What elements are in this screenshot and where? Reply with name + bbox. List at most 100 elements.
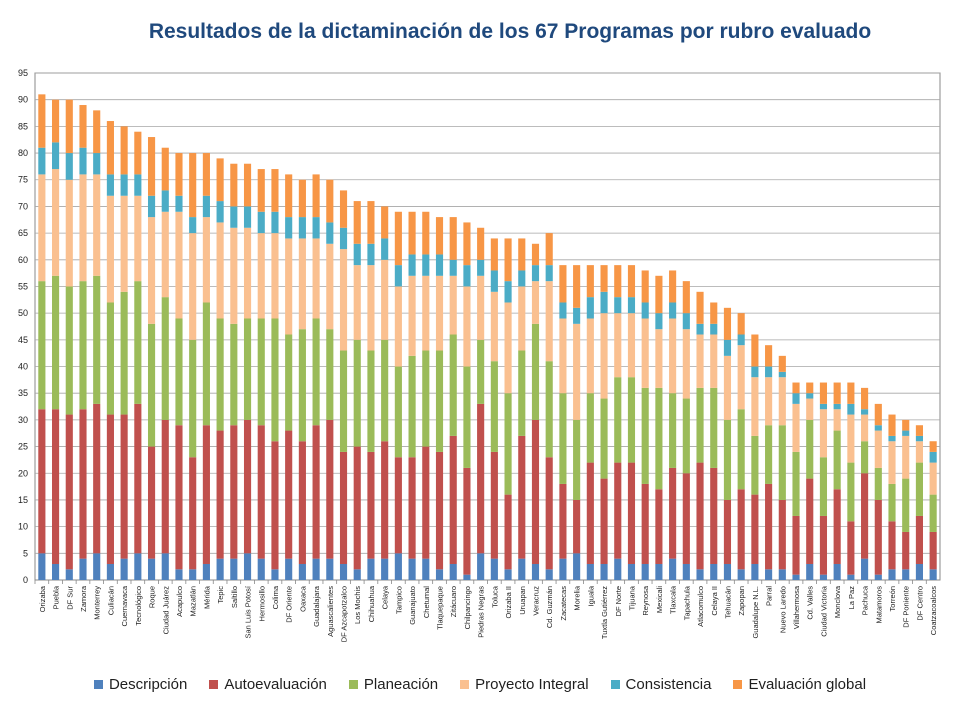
bar-segment-proyecto-integral xyxy=(573,323,581,420)
bar-segment-evaluación-global xyxy=(243,163,252,207)
bar-segment-evaluación-global xyxy=(65,99,73,154)
bar-segment-proyecto-integral xyxy=(134,195,142,282)
bar-segment-proyecto-integral xyxy=(531,281,540,324)
bar-segment-descripción xyxy=(531,563,540,580)
bar-segment-planeación xyxy=(655,387,663,490)
bar-segment-consistencia xyxy=(381,238,389,260)
y-tick-label: 25 xyxy=(18,442,28,452)
y-axis: 0 5 10 15 20 25 30 35 40 45 50 55 60 65 70 75 80 85 90 95 xyxy=(18,68,28,585)
x-tick-label: Acapulco xyxy=(175,586,184,617)
bar-segment-consistencia xyxy=(106,174,114,196)
bar-segment-planeación xyxy=(600,398,608,479)
bar-segment-evaluación-global xyxy=(819,382,828,404)
bar-segment-proyecto-integral xyxy=(778,377,786,426)
bar-segment-descripción xyxy=(435,569,444,580)
bar-segment-planeación xyxy=(326,329,334,420)
x-tick-label: Saltillo xyxy=(230,586,239,608)
bar-segment-planeación xyxy=(202,302,210,426)
bar-segment-autoevaluación xyxy=(655,489,663,564)
bar-segment-proyecto-integral xyxy=(271,233,279,319)
x-tick-label: DF Norte xyxy=(614,586,623,616)
bar-segment-consistencia xyxy=(874,425,882,431)
bar-segment-consistencia xyxy=(257,211,265,234)
bar-segment-autoevaluación xyxy=(106,414,114,564)
legend-swatch xyxy=(209,680,219,689)
bar-segment-autoevaluación xyxy=(573,499,581,554)
bar-segment-evaluación-global xyxy=(326,179,334,223)
bar-segment-evaluación-global xyxy=(147,137,156,196)
bar-segment-proyecto-integral xyxy=(792,403,800,452)
bar-segment-autoevaluación xyxy=(285,430,293,559)
x-tick-label: Orizaba xyxy=(38,585,47,612)
bar-segment-planeación xyxy=(737,409,745,490)
bar-segment-proyecto-integral xyxy=(614,313,622,378)
bar-segment-proyecto-integral xyxy=(230,227,238,324)
bar-segment-consistencia xyxy=(545,265,553,282)
y-tick-label: 10 xyxy=(18,522,28,532)
bar-segment-autoevaluación xyxy=(65,414,73,570)
x-tick-label: DF Azcapotzalco xyxy=(340,586,349,642)
y-tick-label: 60 xyxy=(18,255,28,265)
bars xyxy=(38,94,937,580)
legend-label: Consistencia xyxy=(625,676,712,693)
bar-segment-planeación xyxy=(477,339,485,404)
bar-segment-evaluación-global xyxy=(422,211,430,255)
bar-segment-proyecto-integral xyxy=(490,291,498,362)
bar-segment-evaluación-global xyxy=(38,94,46,148)
bar-segment-descripción xyxy=(367,558,375,580)
bar-segment-descripción xyxy=(422,558,430,580)
bar-segment-consistencia xyxy=(504,281,512,303)
bar-segment-descripción xyxy=(230,558,238,580)
bar-segment-consistencia xyxy=(915,435,923,442)
bar-segment-descripción xyxy=(38,553,46,580)
bar-segment-planeación xyxy=(394,366,402,458)
bar-segment-evaluación-global xyxy=(833,382,841,404)
x-tick-label: Mexicali xyxy=(655,586,664,613)
bar-segment-autoevaluación xyxy=(175,425,183,570)
bar-segment-evaluación-global xyxy=(737,313,745,335)
bar-segment-proyecto-integral xyxy=(243,227,252,319)
x-tick-label: Coatzacoalcos xyxy=(929,586,938,635)
bar-segment-proyecto-integral xyxy=(847,414,855,463)
legend-item: Consistencia xyxy=(610,676,712,693)
bar-segment-consistencia xyxy=(326,222,334,244)
bar-segment-proyecto-integral xyxy=(751,377,759,436)
bar-segment-autoevaluación xyxy=(531,419,540,564)
bar-segment-descripción xyxy=(627,563,636,580)
bar-segment-planeación xyxy=(189,339,197,458)
bar-segment-descripción xyxy=(614,558,622,580)
bar-segment-planeación xyxy=(216,318,224,431)
legend-label: Planeación xyxy=(363,676,439,693)
bar-segment-autoevaluación xyxy=(243,419,252,554)
bar-segment-planeación xyxy=(65,286,73,415)
bar-segment-evaluación-global xyxy=(477,227,485,260)
bar-segment-descripción xyxy=(243,553,252,580)
x-tick-label: San Luis Potosí xyxy=(244,585,253,638)
bar-segment-consistencia xyxy=(531,265,540,282)
bar-segment-planeación xyxy=(312,318,320,426)
legend-swatch xyxy=(610,680,620,689)
bar-segment-planeación xyxy=(271,318,279,442)
bar-segment-autoevaluación xyxy=(641,483,649,564)
bar-segment-descripción xyxy=(463,574,471,580)
bar-segment-descripción xyxy=(394,553,402,580)
bar-segment-descripción xyxy=(65,569,73,580)
bar-segment-proyecto-integral xyxy=(175,211,183,319)
gridlines xyxy=(35,72,940,554)
bar-segment-descripción xyxy=(847,574,855,580)
bar-segment-descripción xyxy=(874,574,882,580)
bar-segment-consistencia xyxy=(65,153,73,180)
bar-segment-consistencia xyxy=(559,302,567,319)
bar-segment-evaluación-global xyxy=(106,121,114,175)
x-tick-label: Colima xyxy=(271,585,280,609)
bar-segment-evaluación-global xyxy=(518,238,526,271)
x-tick-label: La Paz xyxy=(847,586,856,610)
bar-segment-evaluación-global xyxy=(394,211,402,266)
bar-segment-autoevaluación xyxy=(435,451,444,570)
bar-segment-autoevaluación xyxy=(312,425,320,559)
bar-segment-planeación xyxy=(573,419,581,500)
bar-segment-autoevaluación xyxy=(161,419,169,554)
legend-item: Descripción xyxy=(93,676,187,693)
bar-segment-autoevaluación xyxy=(339,451,348,564)
bar-segment-planeación xyxy=(806,419,814,479)
